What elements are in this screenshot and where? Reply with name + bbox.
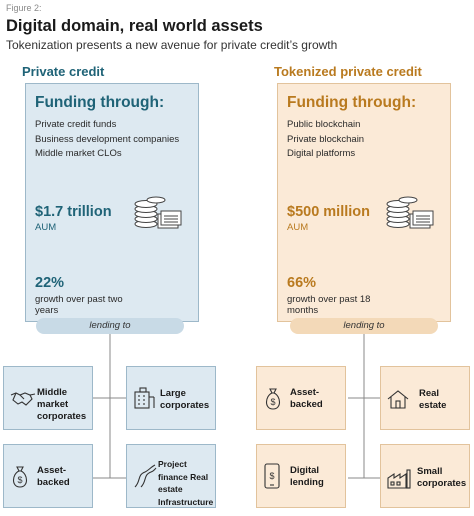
house-icon	[387, 390, 409, 409]
target-label: Asset-backed	[290, 387, 323, 410]
aum-amount: $500 million	[287, 204, 371, 220]
funding-title: Funding through:	[287, 94, 417, 111]
target-label: Real estate	[419, 388, 447, 411]
funding-source: Business development companies	[35, 133, 180, 145]
growth-percent: 22%	[35, 275, 65, 291]
target-label: Large corporates	[160, 388, 210, 411]
growth-description: growth over past 18 months	[287, 294, 371, 316]
target-card-digital-lending: $ Digital lending	[256, 444, 346, 508]
lending-to-pill: lending to	[36, 318, 184, 334]
target-label: Project finance Real estate Infrastructu…	[158, 459, 214, 507]
funding-source: Digital platforms	[287, 148, 356, 159]
svg-text:$: $	[269, 471, 274, 481]
growth-percent: 66%	[287, 275, 317, 291]
target-card-real-estate: Real estate	[380, 366, 470, 430]
road-icon	[134, 464, 157, 488]
tokenized-credit-heading: Tokenized private credit	[274, 64, 422, 79]
money-bag-icon: $	[12, 466, 28, 488]
handshake-icon	[10, 392, 36, 406]
target-label: Asset-backed	[37, 465, 70, 488]
money-stack-icon	[134, 196, 182, 229]
small-factory-icon	[387, 469, 411, 489]
tokenized-credit-panel: Funding through: Public blockchain Priva…	[277, 83, 451, 322]
aum-unit: AUM	[35, 222, 57, 233]
private-credit-panel: Funding through: Private credit funds Bu…	[25, 83, 199, 322]
aum-unit: AUM	[287, 222, 309, 233]
target-label: Small corporates	[417, 466, 467, 489]
target-label: Digital lending	[290, 465, 324, 488]
lending-to-pill: lending to	[290, 318, 438, 334]
money-stack-icon	[386, 196, 434, 229]
funding-sources: Private credit funds Business developmen…	[35, 118, 179, 162]
funding-source: Public blockchain	[287, 119, 361, 130]
page-title: Digital domain, real world assets	[6, 17, 263, 35]
aum-amount: $1.7 trillion	[35, 204, 112, 220]
money-bag-icon: $	[265, 388, 281, 410]
page-subtitle: Tokenization presents a new avenue for p…	[6, 38, 338, 52]
svg-text:$: $	[270, 397, 275, 407]
funding-sources: Public blockchain Private blockchain Dig…	[287, 118, 364, 162]
svg-text:$: $	[17, 475, 22, 485]
target-card-project-finance: Project finance Real estate Infrastructu…	[126, 444, 216, 508]
funding-title: Funding through:	[35, 94, 165, 111]
target-card-small-corporates: Small corporates	[380, 444, 470, 508]
funding-source: Middle market CLOs	[35, 148, 122, 159]
figure-label: Figure 2:	[6, 3, 42, 13]
growth-description: growth over past two years	[35, 294, 123, 316]
funding-source: Private credit funds	[35, 119, 117, 130]
target-card-large-corporates: Large corporates	[126, 366, 216, 430]
mobile-phone-icon: $	[264, 463, 280, 489]
target-card-asset-backed: $ Asset-backed	[256, 366, 346, 430]
private-credit-heading: Private credit	[22, 64, 105, 79]
target-card-asset-backed: $ Asset-backed	[3, 444, 93, 508]
office-building-icon	[134, 387, 155, 409]
funding-source: Private blockchain	[287, 133, 365, 145]
target-label: Middle market corporates	[37, 387, 87, 422]
target-card-middle-market: Middle market corporates	[3, 366, 93, 430]
